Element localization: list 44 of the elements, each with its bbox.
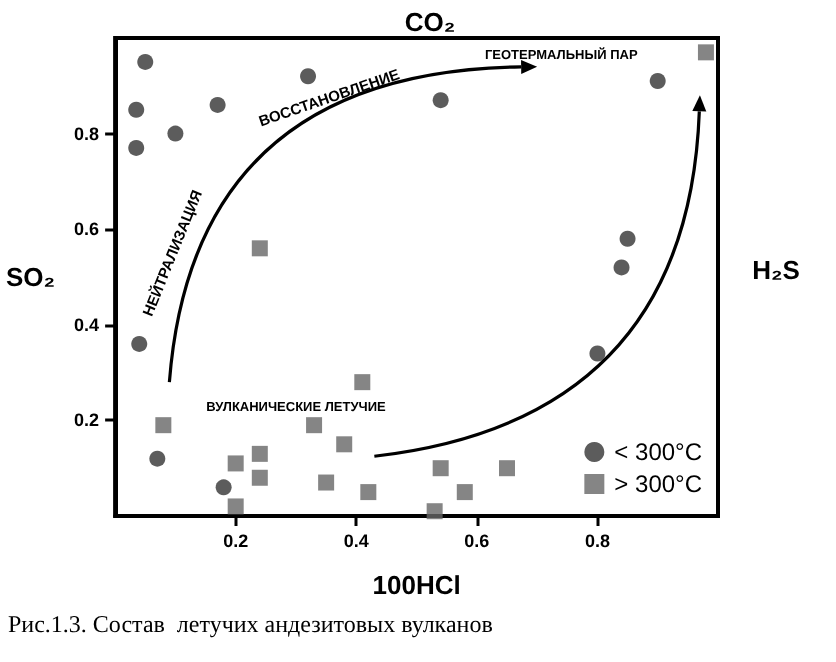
point bbox=[589, 345, 606, 362]
point bbox=[149, 450, 166, 467]
x-tick-label: 0.8 bbox=[584, 531, 610, 551]
point bbox=[131, 335, 148, 352]
y-tick-label: 0.8 bbox=[74, 123, 100, 144]
y-tick-label: 0.6 bbox=[74, 219, 100, 240]
legend-label: > 300°C bbox=[614, 470, 703, 498]
point bbox=[128, 101, 145, 118]
point bbox=[251, 445, 268, 462]
point bbox=[251, 240, 268, 257]
point bbox=[318, 474, 335, 491]
legend-label: < 300°C bbox=[614, 438, 703, 466]
point bbox=[128, 139, 145, 156]
y-tick-label: 0.2 bbox=[74, 410, 100, 431]
x-axis-title: 100HCl bbox=[372, 570, 461, 600]
point bbox=[498, 460, 515, 477]
x-tick-label: 0.2 bbox=[223, 531, 249, 551]
point bbox=[209, 96, 226, 113]
point bbox=[619, 230, 636, 247]
text: H₂S bbox=[752, 255, 801, 285]
x-tick-label: 0.4 bbox=[343, 531, 369, 551]
point bbox=[354, 374, 371, 391]
x-tick-label: 0.6 bbox=[464, 531, 490, 551]
point bbox=[432, 460, 449, 477]
text: Рис.1.3. Состав летучих андезитовых вулканов bbox=[8, 610, 494, 638]
point bbox=[155, 417, 172, 434]
point bbox=[227, 498, 244, 515]
point bbox=[336, 436, 353, 453]
point bbox=[432, 92, 449, 109]
point bbox=[360, 484, 377, 501]
point bbox=[251, 469, 268, 486]
point bbox=[456, 484, 473, 501]
point bbox=[167, 125, 184, 142]
y-axis-title: SO₂ bbox=[5, 262, 56, 292]
point bbox=[649, 73, 666, 90]
text: CO₂ bbox=[404, 7, 456, 37]
point bbox=[426, 503, 443, 520]
point bbox=[613, 259, 630, 276]
point bbox=[697, 44, 714, 61]
y-tick-label: 0.4 bbox=[74, 314, 100, 335]
point bbox=[227, 455, 244, 472]
point bbox=[215, 479, 232, 496]
point bbox=[306, 417, 323, 434]
point bbox=[137, 53, 154, 70]
